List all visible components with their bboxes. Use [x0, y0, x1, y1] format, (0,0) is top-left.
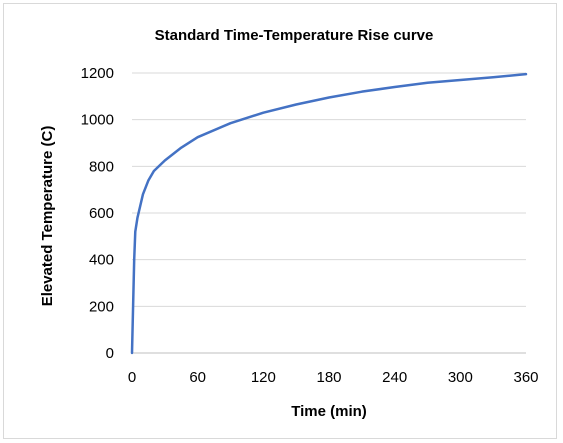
- chart-frame: Standard Time-Temperature Rise curve 0 20…: [3, 3, 557, 439]
- y-tick-label: 1000: [81, 112, 114, 129]
- x-tick-label: 120: [251, 369, 276, 386]
- x-tick-label: 0: [128, 369, 136, 386]
- gridlines: [132, 72, 526, 307]
- series-layer: [130, 72, 528, 355]
- x-axis-ticks: 0 60 120 180 240 300 360: [128, 369, 539, 386]
- series-line-0: [130, 72, 528, 355]
- x-tick-label: 240: [382, 369, 407, 386]
- x-tick-label: 180: [316, 369, 341, 386]
- y-tick-label: 600: [89, 205, 114, 222]
- y-tick-label: 400: [89, 252, 114, 269]
- y-axis-label: Elevated Temperature (C): [39, 126, 56, 307]
- x-tick-label: 60: [189, 369, 206, 386]
- x-axis-label: Time (min): [291, 403, 367, 420]
- y-tick-label: 1200: [81, 65, 114, 82]
- line-chart: Standard Time-Temperature Rise curve 0 20…: [39, 27, 539, 420]
- y-tick-label: 800: [89, 158, 114, 175]
- x-tick-label: 360: [513, 369, 538, 386]
- chart-title: Standard Time-Temperature Rise curve: [155, 27, 434, 44]
- x-tick-label: 300: [448, 369, 473, 386]
- y-tick-label: 0: [106, 345, 114, 362]
- y-tick-label: 200: [89, 298, 114, 315]
- y-axis-ticks: 0 200 400 600 800 1000 1200: [81, 65, 114, 362]
